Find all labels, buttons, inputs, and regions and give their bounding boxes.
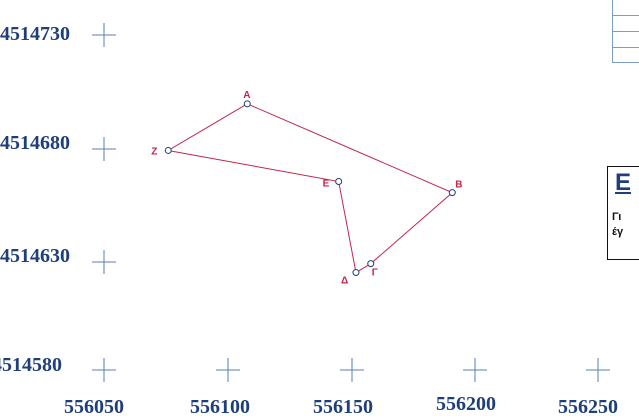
vertex-points: Α Β Γ Δ Ε Ζ <box>151 90 462 287</box>
vertex-label-Ζ: Ζ <box>151 146 157 157</box>
info-box: Ε Γι έγ <box>607 166 639 260</box>
info-text: Γι έγ <box>612 210 639 240</box>
y-label-4514580: 4514580 <box>0 354 62 376</box>
info-title: Ε <box>615 169 632 196</box>
y-label-4514680: 4514680 <box>0 132 70 154</box>
vertex-point-Δ <box>352 269 360 277</box>
x-label-556050: 556050 <box>64 396 124 416</box>
grid-cross-marker <box>92 137 116 161</box>
vertex-point-Ε <box>335 178 343 186</box>
grid-cross-marker <box>92 250 116 274</box>
vertex-label-Ε: Ε <box>323 179 330 190</box>
y-coordinate-labels: 4514730 4514680 4514630 4514580 <box>0 23 70 376</box>
grid-cross-marker <box>216 358 240 382</box>
y-label-4514730: 4514730 <box>0 23 70 45</box>
grid-cross-marker <box>92 23 116 47</box>
vertex-label-Α: Α <box>243 90 250 101</box>
table-row <box>613 16 639 32</box>
x-label-556200: 556200 <box>436 393 496 415</box>
grid-cross-marker <box>340 358 364 382</box>
grid-crosses <box>92 23 610 382</box>
vertex-point-Α <box>243 100 251 108</box>
y-label-4514630: 4514630 <box>0 245 70 267</box>
vertex-label-Γ: Γ <box>372 268 378 279</box>
plot-polygon <box>166 103 454 274</box>
info-line-1: Γι <box>612 211 622 223</box>
info-line-2: έγ <box>612 226 624 238</box>
grid-cross-marker <box>586 358 610 382</box>
vertex-label-Δ: Δ <box>341 276 348 287</box>
grid-cross-marker <box>92 358 116 382</box>
vertex-point-Ζ <box>164 146 172 154</box>
x-label-556250: 556250 <box>558 396 618 416</box>
x-coordinate-labels: 556050 556100 556150 556200 556250 <box>64 393 618 416</box>
table-row <box>613 0 639 16</box>
vertex-point-Β <box>448 189 456 197</box>
top-right-table <box>612 0 639 63</box>
x-label-556150: 556150 <box>313 396 373 416</box>
x-label-556100: 556100 <box>190 396 250 416</box>
vertex-label-Β: Β <box>455 180 462 191</box>
table-row <box>613 32 639 48</box>
grid-cross-marker <box>463 358 487 382</box>
vertex-point-Γ <box>367 260 375 268</box>
